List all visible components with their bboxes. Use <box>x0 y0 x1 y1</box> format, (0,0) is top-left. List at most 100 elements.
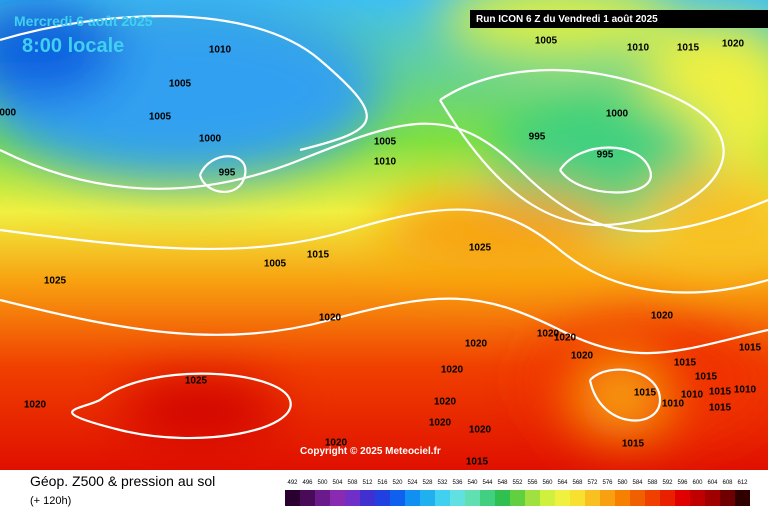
colorbar-label: 572 <box>587 480 598 486</box>
isobar-label: 1000 <box>199 134 222 145</box>
colorbar-cell <box>675 490 690 506</box>
colorbar-label: 500 <box>317 480 328 486</box>
colorbar-cell <box>375 490 390 506</box>
isobar-label: 1020 <box>441 365 464 376</box>
colorbar-cell <box>465 490 480 506</box>
isobar-label: 1020 <box>722 39 745 50</box>
forecast-date: Mercredi 6 août 2025 <box>14 13 153 29</box>
colorbar-cell <box>735 490 750 506</box>
colorbar-label: 576 <box>602 480 613 486</box>
map-field <box>0 0 768 470</box>
colorbar-label: 528 <box>422 480 433 486</box>
isobar-label: 1020 <box>537 329 560 340</box>
isobar-label: 1015 <box>739 343 762 354</box>
colorbar-label: 552 <box>512 480 523 486</box>
isobar-label: 1015 <box>695 372 718 383</box>
isobar-label: 1010 <box>734 385 757 396</box>
isobar-label: 1020 <box>469 425 492 436</box>
colorbar-cell <box>405 490 420 506</box>
run-banner <box>470 10 768 28</box>
isobar-label: 1015 <box>307 250 330 261</box>
isobar-label: 1010 <box>662 399 685 410</box>
colorbar-cell <box>480 490 495 506</box>
colorbar-cell <box>420 490 435 506</box>
run-info: Run ICON 6 Z du Vendredi 1 août 2025 <box>476 14 658 25</box>
colorbar-label: 564 <box>557 480 568 486</box>
isobar-label: 1000 <box>606 109 629 120</box>
isobar-label: 1015 <box>677 43 700 54</box>
colorbar-cell <box>615 490 630 506</box>
isobar-label: 1000 <box>0 108 17 119</box>
colorbar-cell <box>525 490 540 506</box>
colorbar-label: 612 <box>737 480 748 486</box>
colorbar-label: 504 <box>332 480 343 486</box>
colorbar-label: 580 <box>617 480 628 486</box>
colorbar-label: 536 <box>452 480 463 486</box>
isobar-label: 995 <box>597 150 614 161</box>
isobar-label: 995 <box>219 168 236 179</box>
colorbar-cell <box>285 490 300 506</box>
isobar-label: 1020 <box>429 418 452 429</box>
colorbar-label: 568 <box>572 480 583 486</box>
colorbar-label: 492 <box>287 480 298 486</box>
colorbar-cell <box>660 490 675 506</box>
colorbar-cell <box>720 490 735 506</box>
isobar-label: 1025 <box>469 243 492 254</box>
colorbar-cell <box>705 490 720 506</box>
isobar-label: 1020 <box>554 333 577 344</box>
isobar-label: 1005 <box>535 36 558 47</box>
colorbar-label: 560 <box>542 480 553 486</box>
colorbar-cell <box>630 490 645 506</box>
colorbar-cell <box>315 490 330 506</box>
colorbar-label: 588 <box>647 480 658 486</box>
colorbar-cell <box>390 490 405 506</box>
isobar-label: 1010 <box>681 390 704 401</box>
colorbar-cell <box>330 490 345 506</box>
colorbar-label: 584 <box>632 480 643 486</box>
colorbar-cell <box>600 490 615 506</box>
isobar-label: 1015 <box>674 358 697 369</box>
isobar-label: 1005 <box>374 137 397 148</box>
isobar-label: 1020 <box>325 438 348 449</box>
isobar-label: 1015 <box>709 387 732 398</box>
colorbar-cell <box>360 490 375 506</box>
isobar-label: 1020 <box>434 397 457 408</box>
colorbar-label: 604 <box>707 480 718 486</box>
lead-time: (+ 120h) <box>30 495 71 507</box>
isobar-label: 1005 <box>264 259 287 270</box>
colorbar-label: 596 <box>677 480 688 486</box>
colorbar-cell <box>495 490 510 506</box>
colorbar-cell <box>690 490 705 506</box>
isobar-label: 1015 <box>466 457 489 468</box>
colorbar-label: 520 <box>392 480 403 486</box>
colorbar-label: 512 <box>362 480 373 486</box>
isobar-label: 1020 <box>651 311 674 322</box>
isobar-label: 1010 <box>209 45 232 56</box>
colorbar-cell <box>345 490 360 506</box>
map-title: Géop. Z500 & pression au sol <box>30 473 215 489</box>
isobar-label: 1025 <box>44 276 67 287</box>
colorbar-cell <box>300 490 315 506</box>
colorbar-cell <box>645 490 660 506</box>
isobar-label: 1020 <box>24 400 47 411</box>
colorbar-cell <box>540 490 555 506</box>
isobar-label: 1005 <box>149 112 172 123</box>
isobar-label: 1010 <box>374 157 397 168</box>
isobar-label: 1015 <box>634 388 657 399</box>
colorbar-cell <box>450 490 465 506</box>
isobar-label: 1020 <box>465 339 488 350</box>
isobar-label: 995 <box>529 132 546 143</box>
colorbar-cell <box>555 490 570 506</box>
forecast-time: 8:00 locale <box>22 35 124 57</box>
colorbar-label: 524 <box>407 480 418 486</box>
colorbar-label: 516 <box>377 480 388 486</box>
colorbar-label: 608 <box>722 480 733 486</box>
colorbar-cell <box>585 490 600 506</box>
copyright: Copyright © 2025 Meteociel.fr <box>300 446 441 457</box>
isobar-label: 1020 <box>571 351 594 362</box>
isobar-label: 1015 <box>709 403 732 414</box>
colorbar-label: 556 <box>527 480 538 486</box>
isobar-label: 1025 <box>185 376 208 387</box>
colorbar-label: 532 <box>437 480 448 486</box>
